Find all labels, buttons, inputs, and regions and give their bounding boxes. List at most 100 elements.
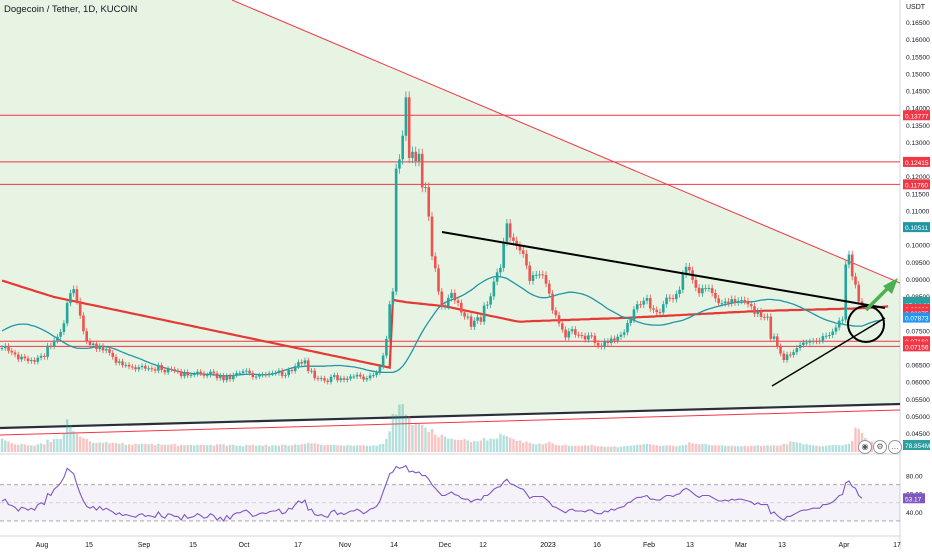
candle-body — [727, 301, 730, 304]
volume-bar — [763, 445, 766, 452]
volume-bar — [476, 441, 479, 452]
candle-body — [857, 284, 861, 302]
volume-bar — [235, 445, 238, 452]
volume-bar — [710, 445, 714, 452]
candle-body — [860, 301, 864, 305]
volume-bar — [0, 438, 4, 452]
candle-body — [391, 291, 395, 305]
candle-body — [349, 376, 352, 379]
volume-bar — [548, 441, 551, 452]
candle-body — [56, 336, 59, 341]
price-tick-label: 0.06000 — [906, 380, 930, 387]
candle-body — [714, 292, 717, 299]
candle-body — [140, 365, 144, 368]
volume-bar — [23, 444, 27, 452]
candle-body — [476, 317, 479, 321]
volume-bar — [368, 445, 372, 452]
candle-body — [479, 317, 483, 322]
volume-bar — [570, 445, 574, 452]
candle-body — [173, 369, 176, 371]
candle-body — [209, 371, 212, 376]
candle-body — [114, 356, 118, 363]
volume-bar — [583, 445, 587, 452]
volume-bar — [626, 445, 629, 452]
volume-bar — [466, 440, 470, 452]
price-tick-label: 0.05000 — [906, 414, 930, 421]
price-badge — [903, 341, 930, 352]
candle-body — [290, 369, 294, 372]
volume-bar — [114, 442, 118, 452]
volume-bar — [144, 443, 147, 452]
candle-body — [313, 370, 317, 379]
volume-bar — [417, 424, 421, 452]
candle-body — [798, 344, 802, 349]
candle-body — [668, 297, 672, 299]
candle-body — [648, 298, 652, 309]
volume-bar — [75, 433, 79, 452]
candle-body — [280, 370, 284, 376]
volume-bar — [17, 444, 20, 452]
volume-bar — [290, 445, 294, 452]
candle-body — [420, 153, 424, 188]
candle-body — [521, 250, 525, 254]
volume-bar — [13, 444, 17, 452]
volume-bar — [694, 443, 698, 452]
candle-body — [632, 309, 636, 320]
candle-body — [590, 335, 593, 337]
candle-body — [593, 335, 597, 343]
candle-body — [525, 253, 528, 266]
volume-bar — [479, 440, 483, 452]
candle-body — [681, 274, 685, 290]
volume-bar — [811, 445, 815, 452]
price-tick-label: 0.05500 — [906, 397, 930, 404]
candle-body — [111, 352, 115, 357]
candle-body — [13, 352, 17, 355]
volume-bar — [124, 444, 127, 452]
volume-bar — [753, 445, 756, 452]
candle-body — [486, 304, 489, 306]
candle-body — [329, 376, 333, 382]
candle-body — [267, 373, 271, 376]
eye-icon[interactable]: ◉ — [858, 440, 872, 454]
more-icon[interactable]: … — [888, 440, 902, 454]
price-tick-label: 0.11500 — [906, 191, 930, 198]
pennant-upper-line — [441, 231, 886, 309]
volume-bar — [134, 443, 137, 452]
volume-bar — [704, 443, 707, 452]
candle-body — [655, 309, 659, 313]
volume-bar — [554, 444, 557, 452]
candle-body — [199, 371, 203, 374]
volume-bar — [398, 404, 401, 452]
pennant-lower-line — [771, 317, 886, 387]
time-axis-label: Dec — [439, 542, 452, 549]
volume-bar — [655, 445, 658, 452]
candle-body — [437, 268, 440, 292]
price-tick-label: 0.10000 — [906, 243, 930, 250]
volume-bar — [150, 443, 154, 452]
settings-icon[interactable]: ⚙ — [873, 440, 887, 454]
volume-bar — [824, 445, 828, 452]
volume-bar — [443, 436, 447, 452]
volume-bar — [430, 428, 434, 452]
candle-body — [658, 312, 662, 314]
volume-bar — [541, 444, 544, 452]
volume-bar — [450, 438, 453, 452]
candle-body — [372, 375, 375, 377]
volume-bar — [606, 446, 610, 452]
candle-body — [665, 297, 668, 305]
volume-bar — [636, 444, 639, 452]
volume-bar — [222, 444, 225, 452]
time-axis-label: Apr — [839, 542, 851, 549]
candle-body — [23, 356, 27, 359]
candle-body — [430, 216, 434, 257]
volume-bar — [147, 444, 150, 452]
candle-body — [319, 378, 323, 380]
candle-body — [847, 254, 851, 265]
candle-body — [284, 375, 287, 377]
candle-body — [26, 358, 30, 362]
volume-bar — [645, 443, 649, 452]
volume-bar — [609, 446, 613, 452]
candle-body — [427, 187, 431, 217]
volume-bar — [616, 447, 619, 452]
time-axis-label: Aug — [36, 542, 49, 549]
